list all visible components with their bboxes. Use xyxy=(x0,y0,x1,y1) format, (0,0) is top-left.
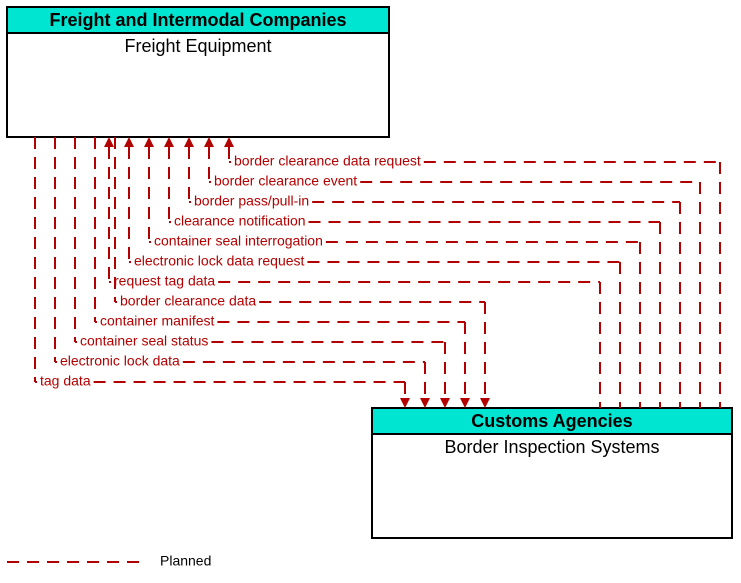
bottom-header-text: Customs Agencies xyxy=(471,411,632,431)
flow-label: container seal status xyxy=(80,333,208,349)
legend: Planned xyxy=(7,553,211,569)
arrowhead-up xyxy=(224,137,234,147)
arrowhead-down xyxy=(420,398,430,408)
flow-label: request tag data xyxy=(114,273,215,289)
flow-label: electronic lock data request xyxy=(134,253,305,269)
arrowhead-down xyxy=(480,398,490,408)
flow-line: border clearance event xyxy=(204,137,700,408)
flow-label: border clearance data request xyxy=(234,153,421,169)
flow-label: clearance notification xyxy=(174,213,306,229)
flow-label: tag data xyxy=(40,373,91,389)
arrowhead-down xyxy=(400,398,410,408)
arrowhead-up xyxy=(164,137,174,147)
arrowhead-down xyxy=(440,398,450,408)
flow-label: border pass/pull-in xyxy=(194,193,309,209)
bottom-box: Customs Agencies Border Inspection System… xyxy=(372,408,732,538)
bottom-sub-text: Border Inspection Systems xyxy=(444,437,659,457)
arrowhead-up xyxy=(184,137,194,147)
top-sub-text: Freight Equipment xyxy=(124,36,271,56)
flow-label: border clearance data xyxy=(120,293,256,309)
arrowhead-up xyxy=(124,137,134,147)
top-box: Freight and Intermodal Companies Freight … xyxy=(7,7,389,137)
arrowhead-up xyxy=(204,137,214,147)
flow-label: container manifest xyxy=(100,313,215,329)
flow-label: border clearance event xyxy=(214,173,357,189)
arrowhead-up xyxy=(144,137,154,147)
legend-label: Planned xyxy=(160,553,211,569)
flow-label: container seal interrogation xyxy=(154,233,323,249)
top-header-text: Freight and Intermodal Companies xyxy=(49,10,346,30)
flow-label: electronic lock data xyxy=(60,353,180,369)
diagram-canvas: Freight and Intermodal Companies Freight … xyxy=(0,0,741,583)
arrowhead-up xyxy=(104,137,114,147)
arrowhead-down xyxy=(460,398,470,408)
